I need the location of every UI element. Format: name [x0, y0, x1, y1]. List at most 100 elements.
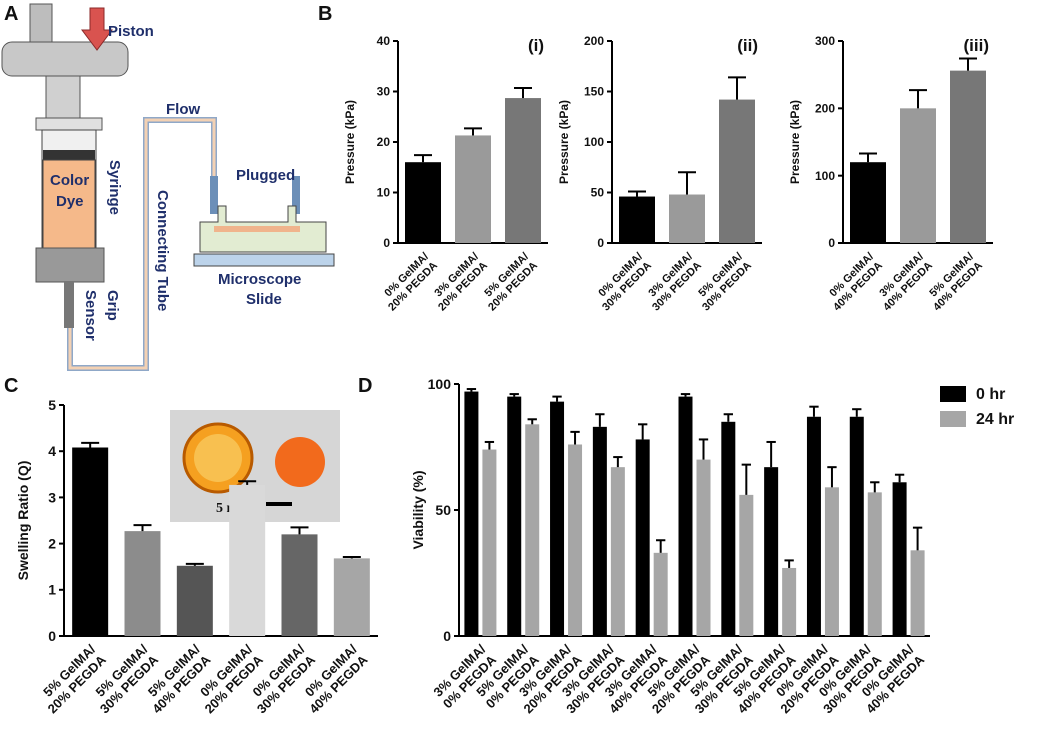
- y-tick-label: 300: [815, 34, 835, 48]
- bar: [900, 108, 936, 243]
- bar: [507, 396, 522, 636]
- legend-swatch: [940, 411, 966, 427]
- y-tick-label: 2: [48, 536, 56, 552]
- y-tick-label: 50: [435, 502, 451, 518]
- y-tick-label: 100: [428, 376, 452, 392]
- label: Dye: [56, 193, 84, 210]
- y-tick-label: 0: [48, 628, 56, 644]
- y-tick-label: 10: [377, 186, 391, 200]
- y-axis-label: Pressure (kPa): [788, 100, 802, 184]
- bar: [592, 426, 607, 636]
- label: Syringe: [106, 160, 123, 215]
- piston-rod: [29, 3, 53, 49]
- piston-disk: [1, 41, 129, 77]
- bar: [849, 416, 864, 636]
- outlet: [292, 176, 300, 214]
- x-tick-label: 0% GelMA/30% PEGDA: [591, 251, 654, 314]
- channel: [214, 226, 300, 232]
- bar: [464, 391, 479, 636]
- y-tick-label: 20: [377, 135, 391, 149]
- bar: [850, 162, 886, 243]
- bar: [619, 196, 655, 243]
- x-tick-label: 3% GelMA/40% PEGDA: [872, 251, 935, 314]
- panel-label: B: [318, 3, 332, 25]
- y-axis-label: Viability (%): [410, 470, 426, 549]
- inlet: [210, 176, 218, 214]
- label: Connecting Tube: [154, 190, 171, 311]
- bar: [806, 416, 821, 636]
- y-tick-label: 100: [815, 169, 835, 183]
- bar: [669, 194, 705, 243]
- bar: [739, 494, 754, 636]
- x-tick-label: 5% GelMA/20% PEGDA: [477, 251, 540, 314]
- bar: [653, 552, 668, 636]
- y-tick-label: 40: [377, 34, 391, 48]
- y-tick-label: 5: [48, 397, 56, 413]
- needle: [64, 282, 74, 328]
- slide: [193, 253, 335, 267]
- bar: [124, 531, 161, 636]
- bar: [525, 424, 540, 636]
- bar: [782, 567, 797, 636]
- bar: [455, 135, 491, 243]
- bar: [505, 98, 541, 243]
- label: Microscope: [218, 271, 301, 288]
- y-tick-label: 1: [48, 582, 56, 598]
- bar: [610, 467, 625, 636]
- annotation: (iii): [964, 36, 990, 55]
- x-tick-label: 5% GelMA/40% PEGDA: [922, 251, 985, 314]
- label: Sensor: [82, 290, 99, 341]
- annotation: (i): [528, 36, 544, 55]
- bar: [568, 444, 583, 636]
- y-tick-label: 0: [597, 236, 604, 250]
- bar: [910, 550, 925, 636]
- y-tick-label: 200: [584, 34, 604, 48]
- y-tick-label: 150: [584, 85, 604, 99]
- x-tick-label: 3% GelMA/20% PEGDA: [427, 251, 490, 314]
- gel-dry: [275, 437, 325, 487]
- y-tick-label: 0: [828, 236, 835, 250]
- bar: [176, 565, 213, 636]
- x-tick-label: 5% GelMA/30% PEGDA: [691, 251, 754, 314]
- y-tick-label: 200: [815, 102, 835, 116]
- label: Piston: [108, 23, 154, 40]
- y-tick-label: 100: [584, 135, 604, 149]
- bar: [635, 439, 650, 636]
- y-tick-label: 0: [443, 628, 451, 644]
- label: Flow: [166, 101, 200, 118]
- bar: [721, 421, 736, 636]
- bar: [333, 558, 370, 636]
- legend-label: 0 hr: [976, 386, 1005, 403]
- y-tick-label: 0: [383, 236, 390, 250]
- bar: [824, 487, 839, 636]
- label: Slide: [246, 291, 282, 308]
- y-axis-label: Swelling Ratio (Q): [15, 461, 31, 581]
- x-tick-label: 0% GelMA/40% PEGDA: [822, 251, 885, 314]
- bar: [72, 447, 109, 636]
- x-tick-label: 0% GelMA/20% PEGDA: [377, 251, 440, 314]
- x-tick-label: 3% GelMA/30% PEGDA: [641, 251, 704, 314]
- bar: [719, 99, 755, 243]
- bar: [405, 162, 441, 243]
- bar: [696, 459, 711, 636]
- scale-bar: [266, 502, 292, 506]
- tube-fill: [68, 118, 216, 370]
- y-axis-label: Pressure (kPa): [343, 100, 357, 184]
- y-tick-label: 30: [377, 85, 391, 99]
- panel-label: C: [4, 375, 18, 397]
- plunger-seal: [43, 150, 95, 160]
- label: Plugged: [236, 167, 295, 184]
- label: Color: [50, 172, 89, 189]
- panel-label: A: [4, 3, 18, 25]
- label: Grip: [104, 290, 121, 321]
- bar: [678, 396, 693, 636]
- bar: [281, 534, 318, 636]
- y-tick-label: 50: [591, 186, 605, 200]
- bar: [482, 449, 497, 636]
- bar: [867, 492, 882, 636]
- legend-label: 24 hr: [976, 411, 1014, 428]
- panel-label: D: [358, 375, 372, 397]
- annotation: (ii): [737, 36, 758, 55]
- bar: [229, 484, 266, 636]
